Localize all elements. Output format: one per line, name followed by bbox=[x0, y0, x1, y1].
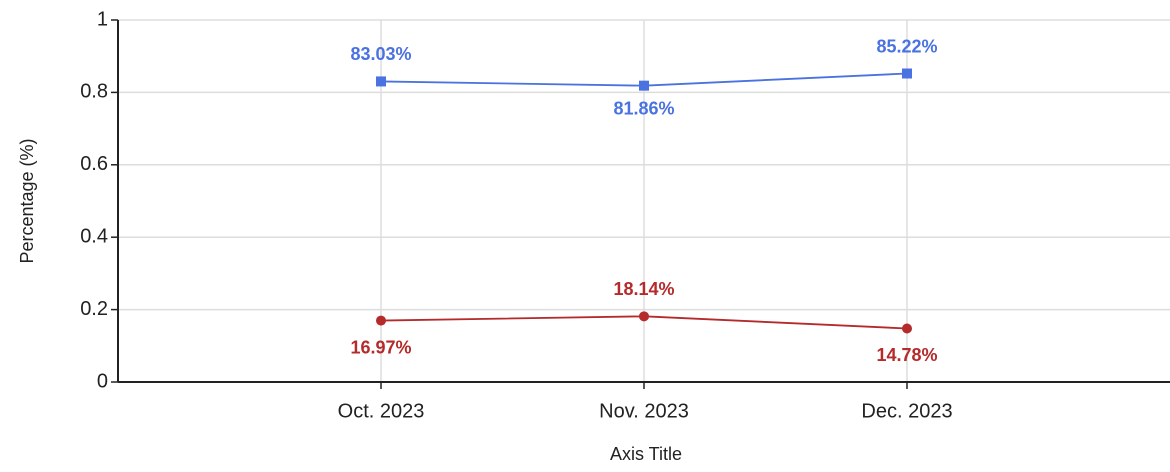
y-tick-label: 0 bbox=[97, 370, 108, 392]
value-label: 85.22% bbox=[876, 36, 937, 56]
y-tick-label: 0.8 bbox=[80, 81, 108, 103]
y-tick-label: 0.2 bbox=[80, 298, 108, 320]
value-label: 16.97% bbox=[350, 337, 411, 357]
value-label: 81.86% bbox=[613, 98, 674, 118]
y-tick-label: 1 bbox=[97, 8, 108, 30]
marker bbox=[639, 311, 649, 322]
y-tick-label: 0.4 bbox=[80, 225, 108, 247]
marker bbox=[376, 76, 386, 87]
value-label: 83.03% bbox=[350, 44, 411, 64]
marker bbox=[639, 80, 649, 91]
value-label: 14.78% bbox=[876, 345, 937, 365]
y-axis-title: Percentage (%) bbox=[17, 138, 37, 263]
marker bbox=[902, 323, 912, 334]
marker bbox=[902, 68, 912, 79]
x-tick-label: Nov. 2023 bbox=[599, 400, 689, 422]
y-tick-label: 0.6 bbox=[80, 153, 108, 175]
x-tick-label: Dec. 2023 bbox=[861, 400, 952, 422]
x-axis-title: Axis Title bbox=[610, 444, 682, 464]
marker bbox=[376, 315, 386, 326]
value-label: 18.14% bbox=[613, 279, 674, 299]
x-tick-label: Oct. 2023 bbox=[338, 400, 425, 422]
